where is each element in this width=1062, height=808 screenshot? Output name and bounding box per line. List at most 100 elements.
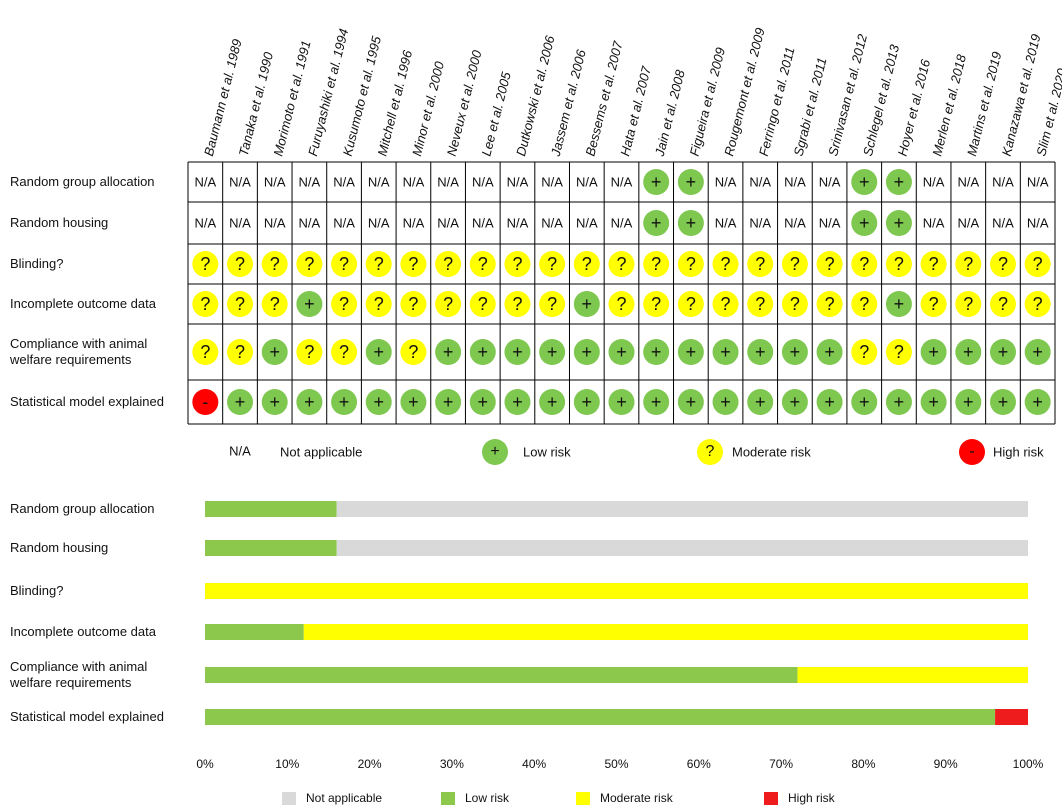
domain-label: Compliance with animal welfare requireme… — [10, 336, 148, 367]
legend-label: High risk — [993, 444, 1044, 459]
cell: + — [478, 392, 489, 412]
cell: ? — [443, 254, 453, 274]
risk-circle — [469, 251, 496, 277]
cell: + — [651, 342, 662, 362]
cell: ? — [721, 254, 731, 274]
risk-circle — [781, 389, 808, 415]
legend-label: Low risk — [523, 444, 571, 459]
risk-circle — [261, 339, 288, 365]
risk-circle — [469, 389, 496, 415]
cell: ? — [374, 294, 384, 314]
cell: N/A — [541, 215, 563, 230]
cell: N/A — [611, 174, 633, 189]
cell: ? — [686, 254, 696, 274]
cell: + — [1032, 342, 1043, 362]
study-label: Mitchell et al. 1996 — [374, 48, 415, 158]
cell: N/A — [437, 215, 459, 230]
risk-circle — [227, 339, 254, 365]
cell: ? — [929, 294, 939, 314]
risk-circle — [261, 389, 288, 415]
cell: ? — [408, 342, 418, 362]
domain-label: Random housing — [10, 215, 109, 230]
cell: + — [269, 342, 280, 362]
legend-label: Moderate risk — [600, 791, 674, 805]
study-label: Baumann et al. 1989 — [201, 38, 245, 158]
risk-circle — [227, 389, 254, 415]
cell: ? — [478, 294, 488, 314]
risk-circle — [435, 251, 462, 277]
cell: + — [824, 342, 835, 362]
cell: ? — [547, 254, 557, 274]
cell: + — [582, 342, 593, 362]
cell: + — [894, 213, 905, 233]
cell: ? — [339, 254, 349, 274]
risk-circle — [192, 339, 219, 365]
x-tick-label: 80% — [851, 757, 875, 771]
risk-circle — [851, 169, 878, 195]
risk-circle — [296, 389, 323, 415]
x-tick-label: 30% — [440, 757, 464, 771]
bar — [205, 583, 1028, 599]
cell: N/A — [229, 215, 251, 230]
domain-label: Blinding? — [10, 256, 64, 271]
risk-circle — [851, 389, 878, 415]
risk-circle — [712, 291, 739, 317]
risk-circle — [296, 251, 323, 277]
cell: ? — [825, 254, 835, 274]
legend-circle — [959, 439, 985, 465]
legend-symbol: N/A — [229, 443, 251, 458]
risk-circle — [192, 291, 219, 317]
cell: ? — [408, 294, 418, 314]
cell: N/A — [472, 215, 494, 230]
cell: N/A — [403, 174, 425, 189]
cell: N/A — [264, 215, 286, 230]
risk-circle — [573, 251, 600, 277]
risk-circle — [504, 339, 531, 365]
legend-swatch — [576, 792, 590, 805]
cell: ? — [408, 254, 418, 274]
risk-circle — [1024, 291, 1051, 317]
cell: + — [651, 172, 662, 192]
cell: + — [790, 392, 801, 412]
cell: N/A — [507, 215, 529, 230]
risk-circle — [885, 169, 912, 195]
cell: + — [998, 342, 1009, 362]
study-label: Minor et al. 2000 — [409, 59, 447, 157]
risk-circle — [920, 251, 947, 277]
cell: + — [755, 392, 766, 412]
risk-circle — [747, 389, 774, 415]
risk-circle — [539, 339, 566, 365]
cell: ? — [1033, 254, 1043, 274]
risk-circle — [643, 251, 670, 277]
risk-circle — [712, 389, 739, 415]
cell: + — [824, 392, 835, 412]
risk-circle — [296, 291, 323, 317]
risk-circle — [573, 389, 600, 415]
cell: N/A — [784, 174, 806, 189]
cell: + — [720, 342, 731, 362]
cell: ? — [721, 294, 731, 314]
category-label: Random housing — [10, 540, 109, 555]
cell: N/A — [923, 215, 945, 230]
cell: ? — [304, 342, 314, 362]
risk-circle — [539, 389, 566, 415]
cell: N/A — [333, 174, 355, 189]
risk-circle — [573, 339, 600, 365]
risk-circle — [296, 339, 323, 365]
cell: + — [651, 213, 662, 233]
cell: + — [582, 294, 593, 314]
risk-circle — [816, 389, 843, 415]
bar — [205, 624, 304, 640]
risk-circle — [261, 291, 288, 317]
category-label: Compliance with animal welfare requireme… — [10, 659, 148, 690]
cell: N/A — [264, 174, 286, 189]
cell: ? — [1033, 294, 1043, 314]
risk-circle — [885, 251, 912, 277]
cell: ? — [339, 294, 349, 314]
cell: N/A — [992, 174, 1014, 189]
risk-circle — [365, 291, 392, 317]
risk-circle — [400, 389, 427, 415]
cell: N/A — [819, 215, 841, 230]
risk-circle — [643, 339, 670, 365]
study-label: Hata et al. 2007 — [617, 64, 654, 157]
